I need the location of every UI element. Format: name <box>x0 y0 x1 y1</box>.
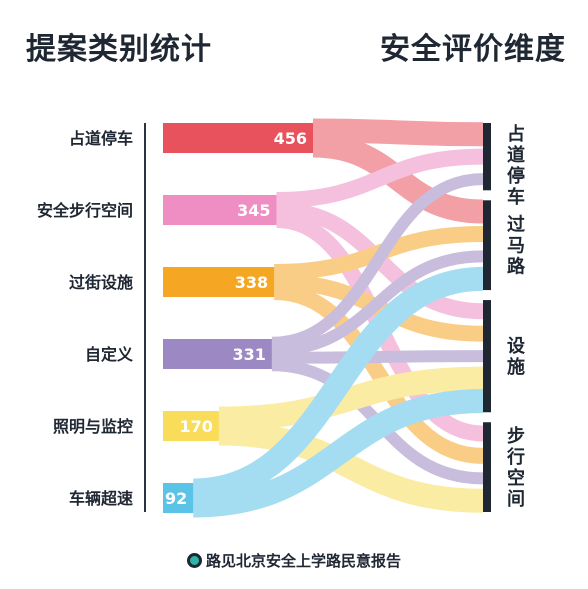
source-bar <box>163 267 275 297</box>
source-value-label: 92 <box>165 489 187 508</box>
source-value-label: 170 <box>180 417 213 436</box>
sankey-link <box>312 118 484 147</box>
sankey-link <box>271 350 484 364</box>
target-bar <box>483 123 491 191</box>
target-category-label: 步行空间 <box>506 425 525 510</box>
source-value-label: 331 <box>232 345 265 364</box>
source-value-label: 456 <box>274 129 307 148</box>
source-bar <box>163 411 219 441</box>
source-category-label: 占道停车 <box>69 129 133 148</box>
source-category-label: 安全步行空间 <box>37 201 133 220</box>
sankey-link <box>273 284 484 464</box>
sankey-link <box>192 266 484 503</box>
source-bar <box>163 123 313 153</box>
logo-icon <box>186 553 202 568</box>
source-category-label: 照明与监控 <box>53 417 133 436</box>
target-bar <box>483 300 491 413</box>
source-category-label: 过街设施 <box>69 273 133 292</box>
source-bar <box>163 483 194 513</box>
sankey-link <box>271 250 484 357</box>
target-bar <box>483 422 491 512</box>
source-bar <box>163 339 272 369</box>
footer-text: 路见北京安全上学路民意报告 <box>205 552 401 570</box>
sankey-link <box>271 173 484 349</box>
link-group <box>192 118 484 518</box>
target-category-label: 占道停车 <box>507 123 525 208</box>
sankey-link <box>193 389 484 518</box>
source-value-label: 338 <box>235 273 268 292</box>
target-bar <box>483 200 491 291</box>
right-title: 安全评价维度 <box>380 32 566 67</box>
source-bar <box>163 195 277 225</box>
target-category-label: 设施 <box>507 336 525 378</box>
footer: 路见北京安全上学路民意报告 <box>0 550 588 571</box>
target-category-label: 过马路 <box>507 214 526 278</box>
sankey-link <box>276 148 484 208</box>
sankey-link <box>218 366 484 431</box>
source-value-label: 345 <box>237 201 270 220</box>
sankey-link <box>218 421 484 513</box>
left-title: 提案类别统计 <box>26 32 212 67</box>
source-category-label: 车辆超速 <box>69 489 133 508</box>
source-category-label: 自定义 <box>85 345 133 364</box>
